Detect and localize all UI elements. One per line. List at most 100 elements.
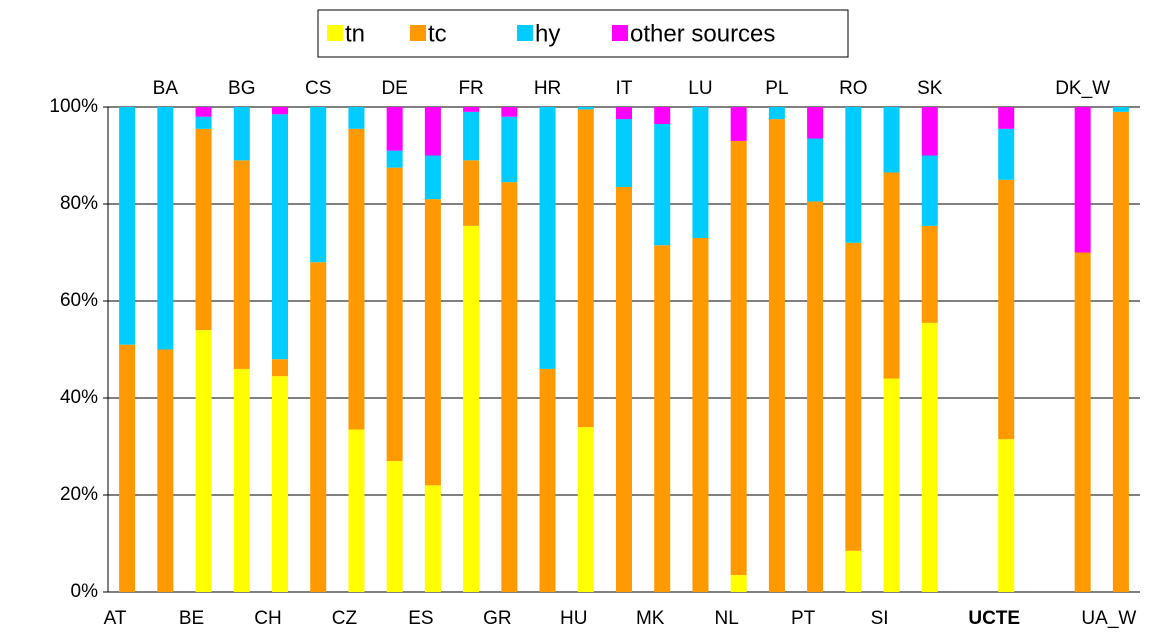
- bar-segment: [424, 107, 441, 156]
- bar-segment: [272, 359, 288, 377]
- x-tick-label: CS: [305, 78, 331, 99]
- x-tick-label: NL: [715, 608, 739, 629]
- y-tick-label: 60%: [60, 290, 98, 311]
- x-tick-label: SI: [871, 608, 889, 629]
- bar-segment: [539, 107, 556, 369]
- bar-segment: [998, 128, 1015, 180]
- bar-segment: [272, 114, 288, 360]
- x-tick-label: UCTE: [968, 608, 1020, 629]
- bar-segment: [424, 155, 441, 200]
- x-tick-label: UA_W: [1081, 608, 1136, 629]
- bar-segment: [348, 107, 365, 129]
- bar-segment: [195, 107, 212, 117]
- bar-segment: [310, 262, 327, 592]
- bar-segment: [233, 368, 250, 592]
- bar-segment: [616, 107, 632, 120]
- bar-segment: [692, 237, 709, 592]
- x-tick-label: BG: [228, 78, 255, 99]
- bar-segment: [195, 128, 212, 331]
- bar-segment: [119, 107, 136, 345]
- bar-segment: [883, 378, 900, 592]
- bar-segment: [730, 575, 747, 592]
- bar-segment: [768, 107, 785, 120]
- x-tick-label: PL: [765, 78, 788, 99]
- bar-segment: [386, 107, 403, 151]
- bar-segment: [501, 116, 518, 183]
- x-tick-label: CH: [254, 608, 281, 629]
- bar-segment: [577, 107, 594, 110]
- bar-segment: [501, 107, 518, 117]
- x-tick-label: FR: [458, 78, 483, 99]
- bar-segment: [463, 160, 480, 226]
- y-tick-label: 0%: [71, 581, 99, 602]
- bar-segment: [539, 368, 556, 592]
- bar-segment: [501, 182, 518, 593]
- x-tick-label: HU: [560, 608, 587, 629]
- x-tick-label: HR: [534, 78, 561, 99]
- bar-segment: [1112, 107, 1129, 112]
- bar-segment: [1112, 111, 1129, 592]
- bar-segment: [463, 111, 480, 161]
- x-tick-label: ES: [408, 608, 433, 629]
- bar-segment: [921, 322, 938, 592]
- y-tick-label: 100%: [49, 96, 98, 117]
- bar-segment: [616, 187, 632, 592]
- bar-segment: [921, 225, 938, 323]
- legend-swatch: [517, 25, 533, 41]
- bar-segment: [921, 155, 938, 226]
- bar-segment: [386, 461, 403, 592]
- bar-segment: [157, 107, 174, 350]
- legend-label: other sources: [630, 20, 775, 47]
- bar-segment: [692, 107, 709, 238]
- bar-segment: [233, 160, 250, 369]
- bar-segment: [233, 107, 250, 161]
- x-tick-label: BE: [179, 608, 204, 629]
- x-tick-label: DK_W: [1055, 78, 1110, 99]
- bar-segment: [272, 376, 288, 592]
- legend-label: tn: [345, 20, 365, 47]
- bar-segment: [845, 107, 862, 243]
- x-tick-label: CZ: [332, 608, 358, 629]
- bar-segment: [463, 107, 480, 112]
- bar-segment: [998, 179, 1015, 440]
- bar-segment: [1074, 107, 1091, 253]
- bar-segment: [1074, 252, 1091, 592]
- y-tick-label: 80%: [60, 193, 98, 214]
- legend-label: tc: [428, 20, 447, 47]
- x-tick-label: BA: [153, 78, 179, 99]
- bar-segment: [272, 107, 288, 115]
- bar-segment: [807, 138, 824, 202]
- bar-segment: [998, 439, 1015, 592]
- x-tick-label: DE: [381, 78, 407, 99]
- x-tick-label: MK: [636, 608, 665, 629]
- bar-segment: [348, 128, 365, 430]
- bar-segment: [845, 550, 862, 592]
- bar-segment: [348, 429, 365, 592]
- x-tick-label: SK: [917, 78, 943, 99]
- bar-segment: [424, 485, 441, 592]
- bar-segment: [768, 119, 785, 592]
- bar-segment: [730, 140, 747, 576]
- x-tick-label: IT: [616, 78, 633, 99]
- bar-segment: [195, 330, 212, 592]
- bar-segment: [883, 107, 900, 173]
- bar-segment: [654, 123, 671, 246]
- y-tick-label: 20%: [60, 484, 98, 505]
- bar-segment: [424, 199, 441, 486]
- x-tick-label: GR: [483, 608, 512, 629]
- bar-segment: [386, 150, 403, 168]
- bar-segment: [195, 116, 212, 129]
- legend-swatch: [410, 25, 426, 41]
- bar-segment: [310, 107, 327, 263]
- x-tick-label: LU: [688, 78, 712, 99]
- legend-swatch: [327, 25, 343, 41]
- legend-box: [317, 9, 849, 58]
- bar-segment: [577, 109, 594, 428]
- bar-segment: [883, 172, 900, 379]
- bar-segment: [654, 107, 671, 124]
- bar-segment: [730, 107, 747, 141]
- bar-segment: [807, 201, 824, 592]
- bar-segment: [845, 242, 862, 551]
- bar-segment: [386, 167, 403, 462]
